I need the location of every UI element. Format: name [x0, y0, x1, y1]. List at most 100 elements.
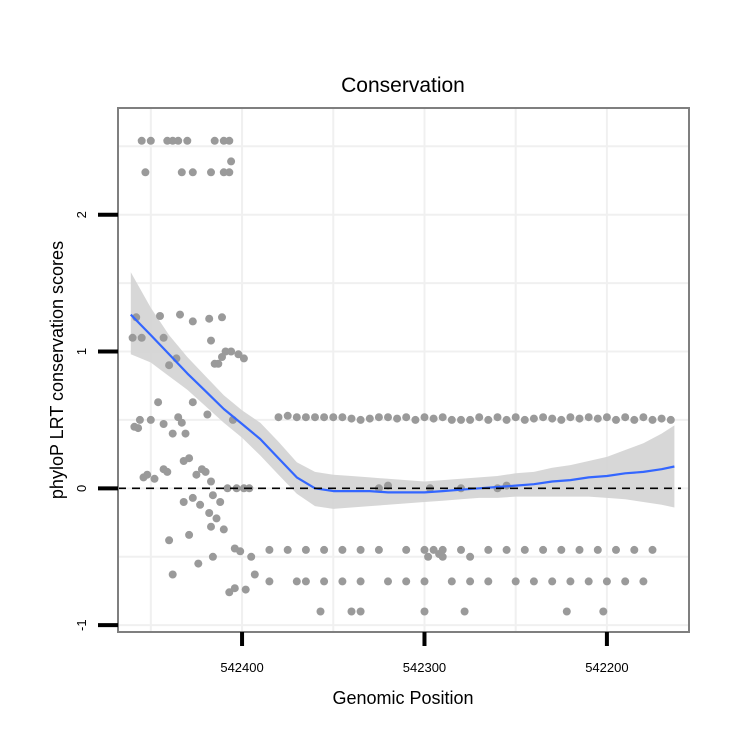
- data-point: [188, 398, 197, 407]
- x-axis-title: Genomic Position: [332, 688, 473, 708]
- data-point: [602, 577, 611, 586]
- data-point: [365, 414, 374, 423]
- data-point: [135, 415, 144, 424]
- grid-lines: [118, 108, 689, 632]
- data-point: [639, 413, 648, 422]
- data-point: [502, 415, 511, 424]
- data-point: [316, 607, 325, 616]
- data-point: [219, 168, 228, 177]
- data-point: [460, 607, 469, 616]
- smooth-line: [130, 313, 675, 494]
- data-point: [188, 493, 197, 502]
- data-point: [457, 415, 465, 424]
- data-point: [584, 413, 593, 422]
- data-point: [177, 168, 186, 177]
- data-point: [420, 607, 429, 616]
- data-point: [137, 333, 146, 342]
- data-point: [562, 607, 571, 616]
- data-point: [227, 157, 236, 166]
- data-point: [666, 415, 675, 424]
- data-point: [420, 545, 429, 554]
- data-point: [657, 414, 666, 423]
- data-point: [402, 413, 411, 422]
- data-point: [548, 577, 557, 586]
- data-point: [223, 484, 232, 493]
- data-point: [177, 418, 186, 427]
- data-point: [484, 415, 493, 424]
- data-point: [356, 545, 365, 554]
- data-point: [274, 413, 283, 422]
- data-point: [539, 413, 548, 422]
- data-point: [185, 454, 194, 463]
- data-point: [208, 552, 217, 561]
- data-point: [203, 410, 212, 419]
- panel-background: [118, 108, 689, 632]
- data-point: [639, 577, 648, 586]
- data-point: [194, 559, 203, 568]
- data-point: [292, 413, 301, 422]
- data-point: [137, 136, 146, 145]
- data-point: [212, 514, 221, 523]
- x-tick-label: 542200: [585, 660, 628, 675]
- data-point: [575, 414, 584, 423]
- smooth-line-layer: [130, 313, 675, 494]
- data-point: [539, 545, 548, 554]
- data-point: [612, 545, 620, 554]
- data-point: [621, 413, 630, 422]
- data-point: [484, 545, 493, 554]
- panel-border: [117, 107, 690, 633]
- data-point: [221, 347, 230, 356]
- data-point: [265, 545, 274, 554]
- data-point: [420, 413, 429, 422]
- data-point: [219, 136, 228, 145]
- data-point: [165, 536, 174, 545]
- data-point: [511, 413, 520, 422]
- data-point: [247, 552, 256, 561]
- data-point: [402, 545, 411, 554]
- data-point: [201, 467, 210, 476]
- data-point: [207, 477, 215, 486]
- points-layer: [128, 136, 675, 616]
- data-point: [320, 545, 329, 554]
- plot-panel: [118, 108, 689, 632]
- data-point: [402, 577, 411, 586]
- data-point: [292, 577, 301, 586]
- data-point: [283, 545, 292, 554]
- data-point: [593, 414, 602, 423]
- data-point: [156, 312, 164, 320]
- data-point: [475, 413, 484, 422]
- data-point: [648, 415, 657, 424]
- data-point: [630, 545, 639, 554]
- data-point: [174, 136, 183, 145]
- data-point: [301, 577, 310, 586]
- data-point: [320, 413, 329, 422]
- data-point: [347, 607, 356, 616]
- data-point: [176, 310, 184, 319]
- data-point: [218, 313, 226, 322]
- data-point: [493, 413, 502, 422]
- data-point: [447, 577, 456, 586]
- data-point: [466, 552, 475, 561]
- data-point: [424, 552, 433, 561]
- data-point: [207, 336, 215, 345]
- data-point: [207, 522, 215, 531]
- data-point: [566, 413, 575, 422]
- data-point: [207, 168, 215, 177]
- data-point: [356, 607, 365, 616]
- panel-frame-layer: [117, 107, 690, 633]
- data-point: [438, 413, 447, 422]
- data-point: [329, 413, 338, 422]
- data-point: [429, 414, 438, 423]
- axes-layer: 542400 542300 542200 -1 0 1 2: [74, 211, 629, 675]
- data-point: [143, 470, 152, 479]
- data-point: [447, 415, 456, 424]
- data-point: [214, 359, 223, 368]
- data-point: [146, 415, 155, 424]
- data-point: [621, 577, 630, 586]
- data-point: [146, 136, 155, 145]
- chart-title: Conservation: [341, 74, 465, 97]
- data-point: [429, 545, 438, 554]
- data-point: [566, 577, 575, 586]
